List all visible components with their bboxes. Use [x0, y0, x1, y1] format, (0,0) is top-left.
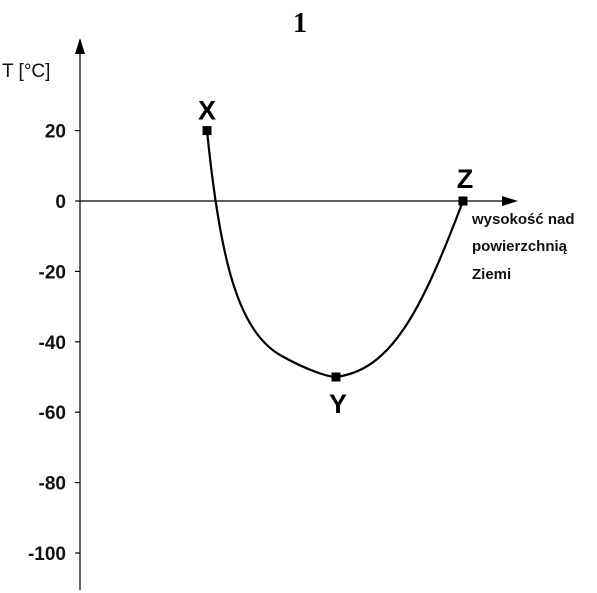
y-tick-label: -20 [39, 262, 66, 283]
y-tick-label: -80 [39, 474, 66, 495]
y-tick-label: 0 [55, 192, 66, 213]
x-axis-title-line-3: Ziemi [472, 266, 511, 283]
x-axis-title-line-2: powierzchnią [472, 238, 568, 255]
y-tick-label: -60 [39, 403, 66, 424]
y-tick-label: -40 [39, 333, 66, 354]
y-axis-title: T [°C] [2, 61, 50, 82]
y-axis [75, 38, 85, 590]
x-axis-title-line-1: wysokość nad [471, 211, 575, 228]
temperature-curve [205, 130, 465, 379]
figure-number: 1 [293, 8, 307, 39]
x-axis [80, 196, 518, 206]
x-axis-arrow [502, 196, 518, 206]
point-x-marker [202, 126, 212, 136]
point-z-marker [458, 196, 468, 206]
y-ticks: 20 0 -20 -40 -60 -80 -100 [28, 122, 80, 565]
y-tick-label: -100 [28, 544, 66, 565]
y-tick-label: 20 [45, 122, 66, 143]
point-x-label: X [198, 96, 216, 126]
y-axis-arrow [75, 38, 85, 54]
point-y-marker [331, 372, 341, 382]
point-y-label: Y [329, 389, 347, 419]
point-z-label: Z [457, 164, 474, 194]
